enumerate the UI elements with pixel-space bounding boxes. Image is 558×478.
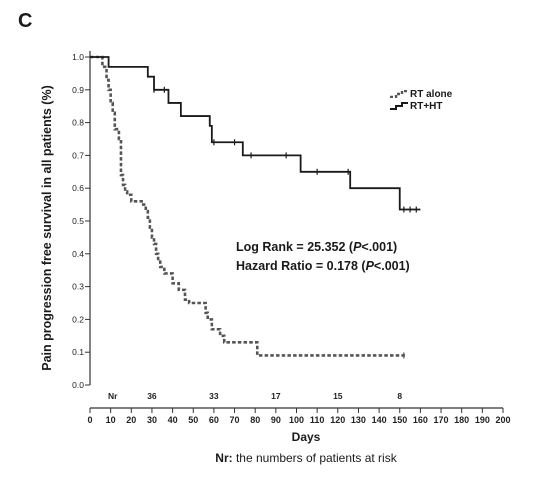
y-tick-label: 0.7: [72, 150, 84, 160]
y-tick-label: 1.0: [72, 52, 84, 62]
risk-count: 15: [333, 391, 343, 401]
x-tick-label: 120: [330, 415, 345, 425]
y-tick-label: 0.6: [72, 183, 84, 193]
legend: RT alone RT+HT: [390, 88, 452, 112]
x-tick-label: 30: [147, 415, 157, 425]
y-tick-label: 0.4: [72, 249, 84, 259]
x-tick-label: 0: [87, 415, 92, 425]
x-tick-label: 160: [413, 415, 428, 425]
x-tick-label: 40: [168, 415, 178, 425]
x-tick-label: 10: [106, 415, 116, 425]
legend-item-rt-ht: RT+HT: [390, 100, 452, 112]
x-tick-label: 100: [289, 415, 304, 425]
y-tick-label: 0.8: [72, 118, 84, 128]
legend-label-rt-ht: RT+HT: [410, 100, 443, 112]
legend-item-rt-alone: RT alone: [390, 88, 452, 100]
y-tick-label: 0.5: [72, 216, 84, 226]
risk-footnote: Nr: the numbers of patients at risk: [215, 451, 397, 465]
x-tick-label: 110: [310, 415, 325, 425]
x-axis-title: Days: [291, 430, 321, 444]
risk-table-label: Nr: [108, 391, 118, 401]
y-tick-label: 0.1: [72, 347, 84, 357]
y-tick-label: 0.0: [72, 380, 84, 390]
statistics-annotation: Log Rank = 25.352 (P<.001) Hazard Ratio …: [236, 238, 410, 276]
panel-letter: C: [18, 10, 33, 32]
risk-count: 17: [271, 391, 281, 401]
x-tick-label: 200: [495, 415, 510, 425]
x-tick-label: 140: [372, 415, 387, 425]
x-tick-label: 150: [392, 415, 407, 425]
y-tick-label: 0.3: [72, 282, 84, 292]
x-tick-label: 90: [271, 415, 281, 425]
x-tick-label: 190: [475, 415, 490, 425]
hazard-ratio-text: Hazard Ratio = 0.178 (P<.001): [236, 259, 410, 273]
x-tick-label: 70: [230, 415, 240, 425]
x-tick-label: 60: [209, 415, 219, 425]
legend-label-rt-alone: RT alone: [410, 88, 453, 100]
x-tick-label: 130: [351, 415, 366, 425]
log-rank-text: Log Rank = 25.352 (P<.001): [236, 240, 398, 254]
x-tick-label: 170: [434, 415, 449, 425]
x-tick-label: 20: [126, 415, 136, 425]
legend-swatch-dashed: [390, 90, 408, 98]
y-tick-label: 0.2: [72, 314, 84, 324]
x-tick-label: 180: [454, 415, 469, 425]
risk-count: 8: [397, 391, 402, 401]
legend-swatch-solid: [390, 102, 408, 110]
rt-ht-curve: [90, 56, 421, 211]
x-tick-label: 80: [250, 415, 260, 425]
risk-count: 36: [147, 391, 157, 401]
y-tick-label: 0.9: [72, 85, 84, 95]
rt-alone-curve: [90, 55, 406, 357]
x-tick-label: 50: [188, 415, 198, 425]
risk-count: 33: [209, 391, 219, 401]
